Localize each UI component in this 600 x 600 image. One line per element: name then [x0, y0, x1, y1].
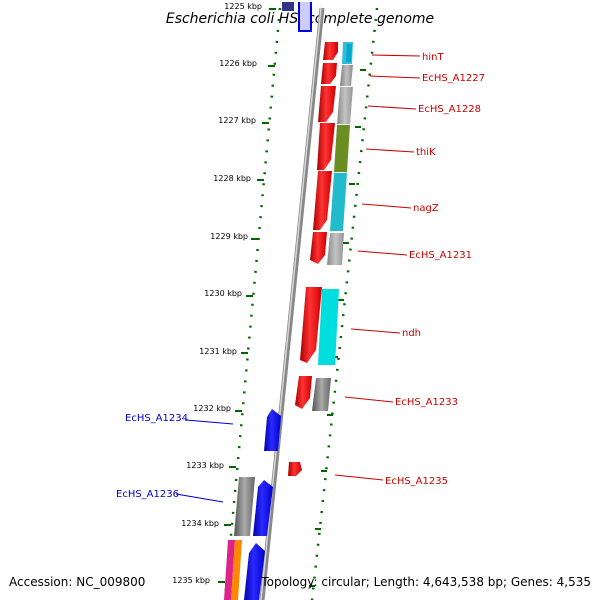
leader-line: [185, 419, 234, 425]
tick-label: 1227 kbp: [218, 116, 256, 125]
gene-arrow-EcHS_A1236[interactable]: [253, 480, 273, 536]
gene-arrow-ndh[interactable]: [300, 287, 322, 363]
tick-label: 1231 kbp: [199, 347, 237, 356]
gene-label[interactable]: EcHS_A1234: [125, 413, 188, 424]
gene-label[interactable]: EcHS_A1236: [116, 489, 179, 500]
tick-label: 1229 kbp: [210, 232, 248, 241]
cog-box: [234, 477, 255, 536]
gene-label[interactable]: nagZ: [413, 203, 439, 214]
leader-line: [350, 328, 401, 334]
ruler-inner-dotted: [310, 7, 379, 600]
tick-label: 1232 kbp: [193, 404, 231, 413]
forward-genes: [288, 42, 338, 476]
gene-arrow-thiK[interactable]: [317, 123, 335, 170]
gene-label[interactable]: ndh: [402, 328, 421, 339]
reverse-genes: [244, 409, 281, 600]
tick-label: 1228 kbp: [213, 174, 251, 183]
tick-label: 1233 kbp: [186, 461, 224, 470]
leader-line: [175, 493, 224, 503]
gene-arrow-nagZ[interactable]: [313, 171, 332, 230]
gene-arrow-partial[interactable]: [244, 543, 265, 600]
leader-line: [344, 396, 394, 403]
cog-box: [224, 540, 235, 600]
gene-label[interactable]: hinT: [422, 52, 444, 63]
gene-label[interactable]: EcHS_A1228: [418, 104, 481, 115]
gene-arrow-EcHS_A1227[interactable]: [321, 63, 337, 84]
tick-label: 1230 kbp: [204, 289, 242, 298]
gene-arrow-hinT[interactable]: [323, 42, 338, 60]
cog-box: [346, 44, 352, 62]
gene-label[interactable]: thiK: [416, 147, 436, 158]
gene-label[interactable]: EcHS_A1235: [385, 476, 448, 487]
tick-label: 1226 kbp: [219, 59, 257, 68]
cog-box: [231, 540, 242, 600]
tick-label: 1234 kbp: [181, 519, 219, 528]
leader-line: [369, 75, 421, 79]
gene-label[interactable]: EcHS_A1231: [409, 250, 472, 261]
gene-labels-forward: hinT EcHS_A1227 EcHS_A1228 thiK nagZ EcH…: [385, 52, 485, 487]
leader-line: [357, 250, 408, 256]
leader-line: [361, 203, 412, 209]
leader-line: [371, 54, 421, 57]
leader-line: [367, 105, 417, 110]
gene-arrow-EcHS_A1233[interactable]: [295, 376, 312, 409]
cog-boxes: [224, 42, 353, 600]
feature-fragment: [300, 2, 310, 30]
leader-line: [334, 474, 384, 481]
cog-box: [334, 125, 350, 172]
tick-label: 1235 kbp: [172, 576, 210, 585]
cog-box: [337, 87, 353, 124]
tick-labels: 1225 kbp 1226 kbp 1227 kbp 1228 kbp 1229…: [172, 2, 262, 585]
gene-arrow-EcHS_A1234[interactable]: [264, 409, 281, 451]
feature-fragment: [282, 2, 294, 11]
cog-box: [327, 233, 344, 265]
genome-summary-label: Topology: circular; Length: 4,643,538 bp…: [260, 575, 591, 589]
ruler-outer-dotted: [223, 7, 282, 600]
tick-label: 1225 kbp: [224, 2, 262, 11]
gene-labels-reverse: EcHS_A1234 EcHS_A1236: [116, 413, 188, 500]
cog-box: [330, 173, 347, 231]
cog-box: [318, 289, 339, 365]
label-leaders: [175, 54, 421, 503]
cog-box: [312, 378, 331, 411]
genome-backbone: [259, 7, 325, 600]
gene-label[interactable]: EcHS_A1227: [422, 73, 485, 84]
gene-arrow-EcHS_A1228[interactable]: [318, 86, 336, 122]
gene-label[interactable]: EcHS_A1233: [395, 397, 458, 408]
gene-arrow-EcHS_A1235[interactable]: [288, 462, 302, 476]
accession-label: Accession: NC_009800: [9, 575, 145, 589]
gene-arrow-EcHS_A1231[interactable]: [310, 232, 327, 264]
leader-line: [365, 148, 415, 153]
cog-box: [340, 65, 353, 86]
